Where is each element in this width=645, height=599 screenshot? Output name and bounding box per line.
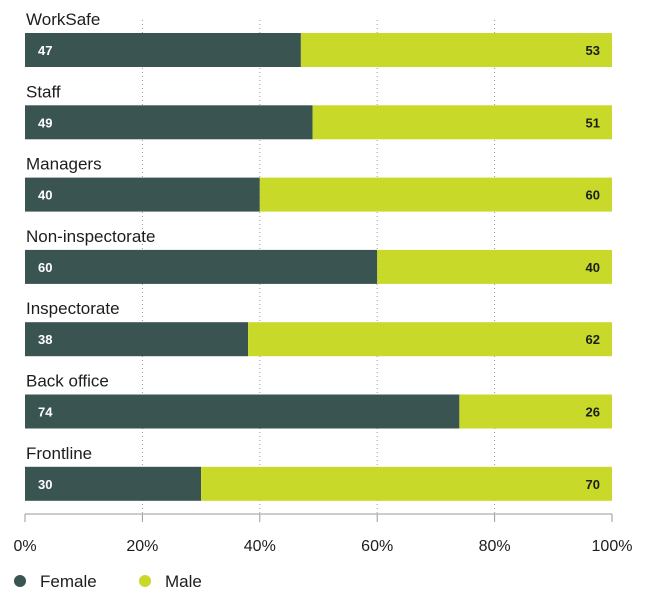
legend-label-female: Female — [40, 572, 97, 591]
data-label: 51 — [586, 115, 600, 130]
bar-female — [25, 322, 249, 357]
data-label: 60 — [38, 260, 52, 275]
data-label: 26 — [586, 405, 600, 420]
bar-female — [25, 33, 301, 67]
tick-label: 20% — [126, 538, 158, 555]
bar-male — [312, 105, 612, 140]
bar-female — [25, 249, 378, 284]
bars: WorkSafe 47 53 Staff 49 51 Managers 40 60 Non-ins… — [25, 10, 612, 501]
category-label: Non-inspectorate — [26, 227, 155, 246]
data-label: 62 — [586, 332, 600, 347]
bar-male — [377, 249, 612, 284]
bar-male — [459, 394, 612, 429]
legend-marker-female — [14, 575, 26, 587]
legend: Female Male — [14, 572, 202, 591]
data-label: 30 — [38, 477, 52, 492]
data-label: 60 — [586, 188, 600, 203]
legend-marker-male — [139, 575, 151, 587]
bar-male — [259, 177, 612, 212]
data-label: 47 — [38, 43, 52, 58]
x-axis: 0% 20% 40% 60% 80% 100% — [13, 513, 633, 555]
bar-male — [248, 322, 612, 357]
category-label: Frontline — [26, 444, 92, 463]
category-label: Staff — [26, 82, 61, 101]
data-label: 38 — [38, 332, 52, 347]
bar-male — [300, 33, 612, 67]
bar-female — [25, 466, 202, 501]
tick-label: 80% — [479, 538, 511, 555]
bar-male — [201, 466, 612, 501]
tick-label: 0% — [13, 538, 36, 555]
data-label: 70 — [586, 477, 600, 492]
bar-female — [25, 177, 260, 212]
bar-female — [25, 105, 313, 140]
data-label: 40 — [586, 260, 600, 275]
category-label: Inspectorate — [26, 299, 120, 318]
bar-female — [25, 394, 460, 429]
tick-label: 100% — [592, 538, 633, 555]
data-label: 74 — [38, 405, 53, 420]
data-label: 49 — [38, 115, 52, 130]
category-label: Back office — [26, 372, 109, 391]
legend-label-male: Male — [165, 572, 202, 591]
data-label: 53 — [586, 43, 600, 58]
data-label: 40 — [38, 188, 52, 203]
category-label: WorkSafe — [26, 10, 100, 29]
tick-label: 60% — [361, 538, 393, 555]
category-label: Managers — [26, 155, 102, 174]
tick-label: 40% — [244, 538, 276, 555]
